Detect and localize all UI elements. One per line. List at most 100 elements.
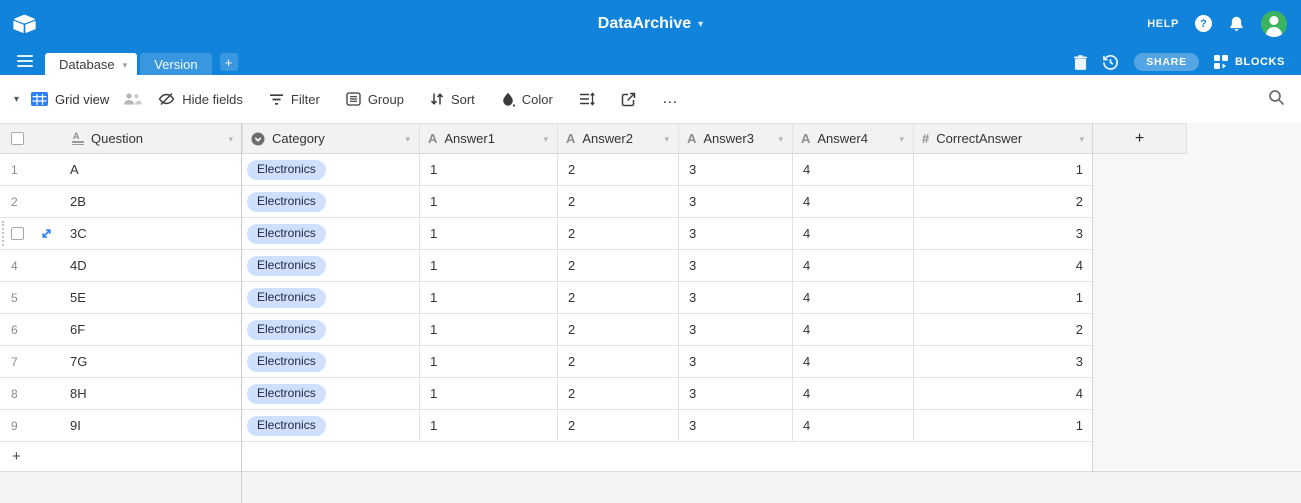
column-caret-icon[interactable]: ▾ [405, 134, 410, 144]
column-caret-icon[interactable]: ▾ [1079, 134, 1084, 144]
share-view-button[interactable] [621, 92, 636, 107]
cell-correctanswer[interactable]: 3 [913, 218, 1093, 249]
cell-answer4[interactable]: 4 [792, 282, 913, 313]
cell-answer4[interactable]: 4 [792, 314, 913, 345]
search-icon[interactable] [1268, 89, 1285, 106]
more-options-button[interactable]: … [662, 91, 679, 107]
cell-answer4[interactable]: 4 [792, 154, 913, 185]
view-sidebar-caret-icon[interactable]: ▾ [14, 93, 20, 105]
collaborators-icon[interactable] [123, 92, 143, 106]
cell-answer2[interactable]: 2 [557, 378, 678, 409]
select-all-checkbox[interactable] [11, 132, 24, 145]
column-header-answer4[interactable]: A Answer4 ▾ [792, 124, 913, 153]
cell-answer2[interactable]: 2 [557, 250, 678, 281]
column-caret-icon[interactable]: ▾ [664, 134, 669, 144]
column-header-question[interactable]: A Question ▾ [72, 131, 233, 146]
cell-category[interactable]: Electronics [242, 218, 419, 249]
color-button[interactable]: Color [501, 92, 553, 107]
column-caret-icon[interactable]: ▾ [543, 134, 548, 144]
cell-question[interactable]: 6F [70, 322, 86, 337]
base-title[interactable]: DataArchive [597, 14, 692, 32]
cell-answer3[interactable]: 3 [678, 186, 792, 217]
column-caret-icon[interactable]: ▾ [228, 134, 233, 144]
column-header-answer3[interactable]: A Answer3 ▾ [678, 124, 792, 153]
cell-answer3[interactable]: 3 [678, 218, 792, 249]
cell-category[interactable]: Electronics [242, 250, 419, 281]
add-table-button[interactable]: + [219, 53, 238, 71]
cell-answer1[interactable]: 1 [419, 346, 557, 377]
column-header-correctanswer[interactable]: # CorrectAnswer ▾ [913, 124, 1093, 153]
share-button[interactable]: SHARE [1134, 53, 1199, 71]
trash-icon[interactable] [1074, 54, 1088, 70]
cell-category[interactable]: Electronics [242, 282, 419, 313]
cell-answer3[interactable]: 3 [678, 282, 792, 313]
cell-answer3[interactable]: 3 [678, 154, 792, 185]
cell-question[interactable]: 9I [70, 418, 81, 433]
history-icon[interactable] [1102, 54, 1119, 71]
hide-fields-button[interactable]: Hide fields [158, 92, 243, 107]
cell-correctanswer[interactable]: 1 [913, 410, 1093, 441]
cell-answer2[interactable]: 2 [557, 410, 678, 441]
cell-question[interactable]: 2B [70, 194, 86, 209]
cell-answer4[interactable]: 4 [792, 378, 913, 409]
app-logo-icon[interactable] [13, 14, 36, 34]
cell-correctanswer[interactable]: 1 [913, 282, 1093, 313]
add-row-button[interactable]: + [0, 442, 1093, 471]
cell-question[interactable]: 8H [70, 386, 87, 401]
cell-answer1[interactable]: 1 [419, 186, 557, 217]
cell-question[interactable]: 4D [70, 258, 87, 273]
cell-category[interactable]: Electronics [242, 410, 419, 441]
column-header-answer2[interactable]: A Answer2 ▾ [557, 124, 678, 153]
cell-answer3[interactable]: 3 [678, 410, 792, 441]
cell-answer1[interactable]: 1 [419, 250, 557, 281]
cell-answer1[interactable]: 1 [419, 314, 557, 345]
cell-category[interactable]: Electronics [242, 378, 419, 409]
cell-question[interactable]: A [70, 162, 79, 177]
frozen-column-divider[interactable] [241, 123, 242, 503]
cell-correctanswer[interactable]: 3 [913, 346, 1093, 377]
notifications-bell-icon[interactable] [1228, 15, 1245, 33]
cell-category[interactable]: Electronics [242, 186, 419, 217]
column-caret-icon[interactable]: ▾ [778, 134, 783, 144]
column-caret-icon[interactable]: ▾ [899, 134, 904, 144]
cell-correctanswer[interactable]: 2 [913, 314, 1093, 345]
cell-category[interactable]: Electronics [242, 346, 419, 377]
cell-answer4[interactable]: 4 [792, 346, 913, 377]
cell-answer1[interactable]: 1 [419, 218, 557, 249]
cell-question[interactable]: 5E [70, 290, 86, 305]
tab-version[interactable]: Version [140, 53, 212, 75]
tab-database[interactable]: Database ▾ [45, 53, 138, 75]
menu-hamburger-icon[interactable] [17, 55, 33, 67]
column-header-answer1[interactable]: A Answer1 ▾ [419, 124, 557, 153]
cell-answer2[interactable]: 2 [557, 314, 678, 345]
help-button[interactable]: HELP [1147, 17, 1179, 30]
cell-answer1[interactable]: 1 [419, 410, 557, 441]
cell-answer4[interactable]: 4 [792, 410, 913, 441]
cell-answer3[interactable]: 3 [678, 346, 792, 377]
group-button[interactable]: Group [346, 92, 404, 107]
cell-answer4[interactable]: 4 [792, 186, 913, 217]
cell-answer3[interactable]: 3 [678, 250, 792, 281]
cell-category[interactable]: Electronics [242, 314, 419, 345]
cell-correctanswer[interactable]: 4 [913, 250, 1093, 281]
cell-answer3[interactable]: 3 [678, 314, 792, 345]
cell-answer2[interactable]: 2 [557, 218, 678, 249]
cell-answer3[interactable]: 3 [678, 378, 792, 409]
cell-correctanswer[interactable]: 2 [913, 186, 1093, 217]
filter-button[interactable]: Filter [269, 92, 320, 107]
sort-button[interactable]: Sort [430, 92, 475, 107]
view-switcher[interactable]: Grid view [31, 92, 109, 107]
cell-question[interactable]: 3C [70, 226, 87, 241]
cell-answer2[interactable]: 2 [557, 346, 678, 377]
cell-category[interactable]: Electronics [242, 154, 419, 185]
expand-record-icon[interactable] [40, 227, 53, 240]
add-field-button[interactable]: + [1093, 124, 1187, 153]
user-avatar[interactable] [1261, 10, 1287, 37]
cell-correctanswer[interactable]: 4 [913, 378, 1093, 409]
blocks-button[interactable]: BLOCKS [1213, 54, 1285, 70]
cell-answer1[interactable]: 1 [419, 378, 557, 409]
cell-answer2[interactable]: 2 [557, 186, 678, 217]
cell-correctanswer[interactable]: 1 [913, 154, 1093, 185]
help-question-icon[interactable]: ? [1195, 15, 1212, 32]
cell-answer4[interactable]: 4 [792, 218, 913, 249]
